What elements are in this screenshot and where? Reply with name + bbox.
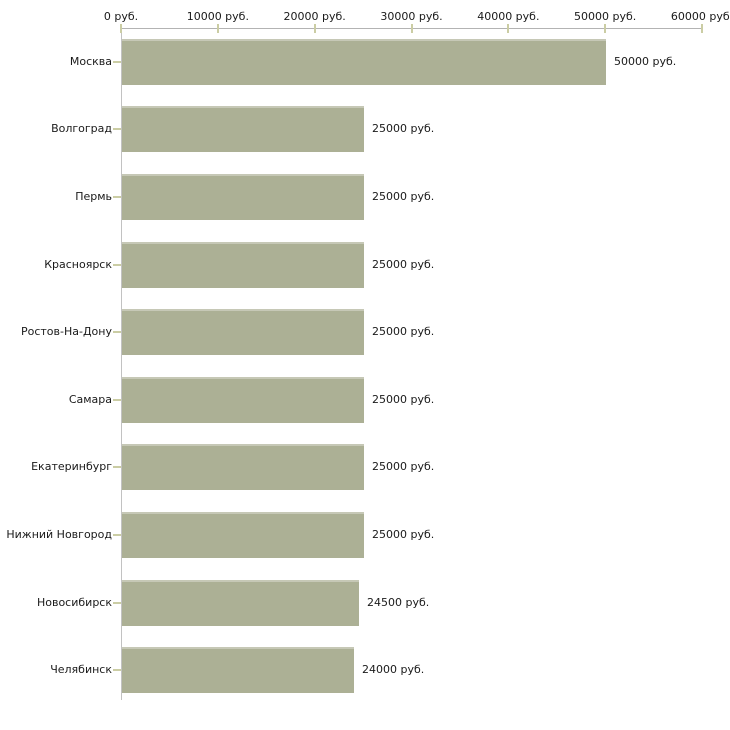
value-label: 25000 руб. [372,122,435,135]
category-tick-mark [113,128,121,130]
category-tick-mark [113,466,121,468]
bar [122,39,606,85]
x-axis-tick-label: 60000 руб. [670,10,730,23]
x-axis-tick-label: 30000 руб. [380,10,443,23]
value-label: 50000 руб. [614,55,677,68]
bar [122,309,364,355]
category-tick-mark [113,602,121,604]
category-label: Екатеринбург [31,460,112,473]
category-tick-mark [113,669,121,671]
bar [122,647,354,693]
x-axis-tick-mark [216,24,219,33]
x-axis-tick-mark [410,24,413,33]
category-label: Пермь [75,190,112,203]
value-label: 25000 руб. [372,258,435,271]
category-tick-mark [113,399,121,401]
category-label: Москва [69,55,112,68]
value-label: 25000 руб. [372,190,435,203]
y-axis-line [121,28,122,700]
category-label: Ростов-На-Дону [20,325,112,338]
value-label: 25000 руб. [372,393,435,406]
category-label: Нижний Новгород [6,528,112,541]
category-label: Волгоград [51,122,112,135]
value-label: 24500 руб. [367,596,430,609]
category-label: Красноярск [44,258,112,271]
bar [122,444,364,490]
category-tick-mark [113,196,121,198]
value-label: 25000 руб. [372,528,435,541]
value-label: 25000 руб. [372,460,435,473]
category-label: Самара [68,393,112,406]
x-axis-tick-label: 40000 руб. [477,10,540,23]
bar [122,580,359,626]
x-axis-tick-mark [507,24,510,33]
x-axis-tick-mark [701,24,703,33]
x-axis-tick-label: 10000 руб. [186,10,249,23]
value-label: 25000 руб. [372,325,435,338]
x-axis-tick-mark [313,24,316,33]
x-axis-tick-mark [604,24,607,33]
x-axis-tick-label: 0 руб. [103,10,139,23]
x-axis-tick-label: 20000 руб. [283,10,346,23]
bar [122,242,364,288]
category-tick-mark [113,331,121,333]
category-tick-mark [113,61,121,63]
bar [122,106,364,152]
x-axis-tick-mark [120,24,122,33]
x-axis-tick-label: 50000 руб. [574,10,637,23]
category-tick-mark [113,264,121,266]
category-label: Новосибирск [36,596,112,609]
value-label: 24000 руб. [362,663,425,676]
category-label: Челябинск [50,663,112,676]
bar [122,377,364,423]
bar [122,174,364,220]
bar [122,512,364,558]
category-tick-mark [113,534,121,536]
